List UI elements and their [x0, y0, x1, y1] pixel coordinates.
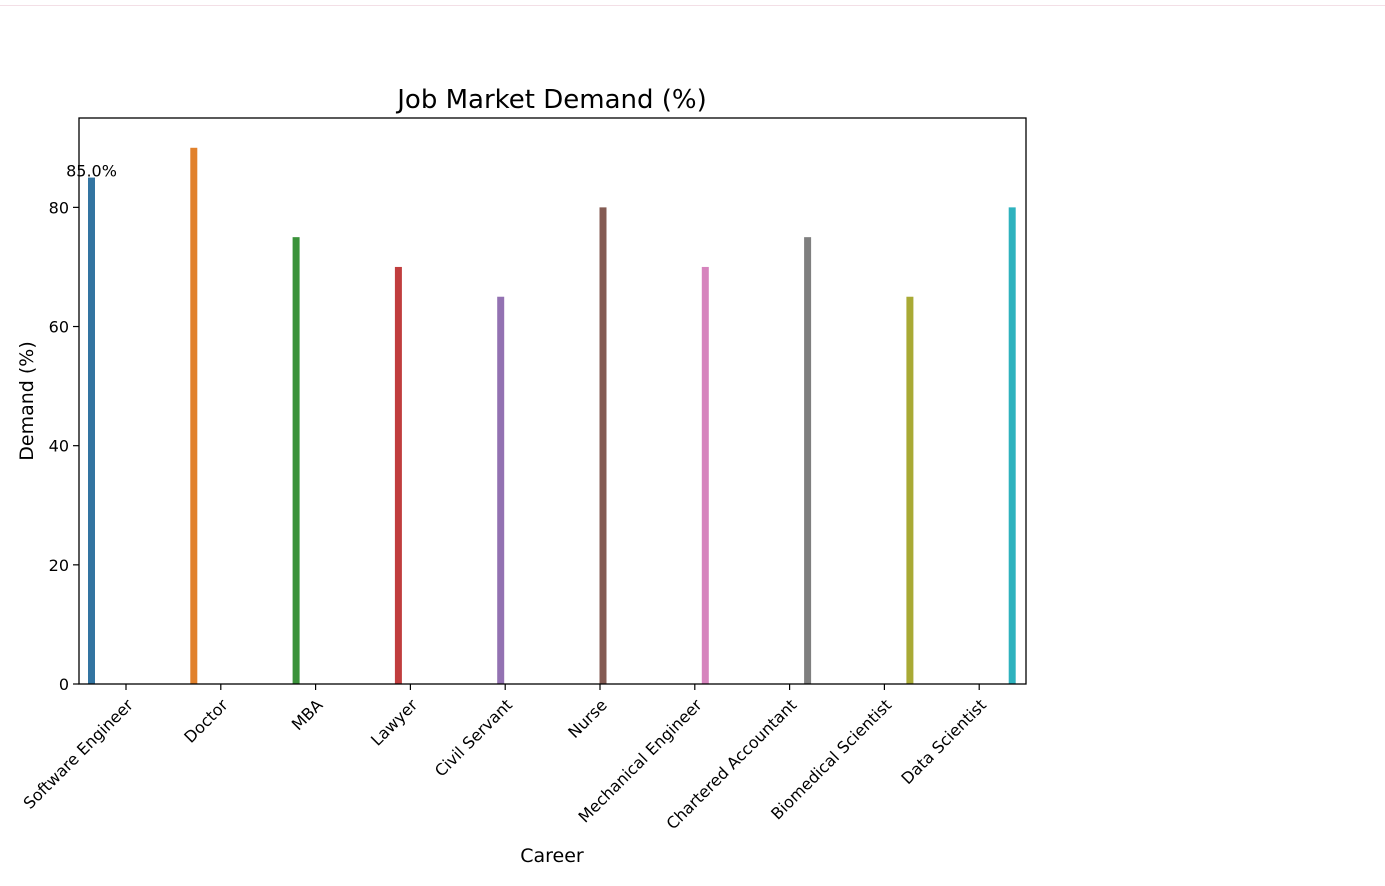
- bar: [497, 296, 505, 684]
- top-border: [0, 0, 1385, 6]
- bar: [701, 266, 709, 684]
- y-tick-label: 20: [49, 556, 69, 575]
- x-tick-label: Nurse: [564, 695, 611, 742]
- plot-frame: [78, 117, 1027, 685]
- chart-title: Job Market Demand (%): [395, 85, 707, 115]
- bar: [190, 147, 198, 684]
- bar: [906, 296, 914, 684]
- y-tick-label: 80: [49, 198, 69, 217]
- y-tick-label: 0: [59, 675, 69, 694]
- y-tick-label: 40: [49, 437, 69, 456]
- x-axis-label: Career: [520, 845, 584, 867]
- bar: [804, 237, 812, 684]
- bar: [1008, 207, 1016, 685]
- bar: [599, 207, 607, 685]
- bar: [292, 237, 300, 684]
- annotations-group: 85.0%: [66, 162, 117, 181]
- bars-group: [88, 147, 1016, 685]
- x-tick-label: Data Scientist: [897, 695, 990, 788]
- bar: [394, 266, 402, 684]
- bar: [88, 177, 95, 684]
- x-tick-label: Civil Servant: [431, 695, 516, 780]
- x-tick-label: Lawyer: [367, 695, 422, 750]
- y-tick-label: 60: [49, 318, 69, 337]
- x-tick-label: Software Engineer: [20, 695, 138, 813]
- x-tick-label: MBA: [288, 695, 327, 734]
- y-axis-label: Demand (%): [16, 341, 38, 461]
- x-axis: Software Engineer Doctor MBA Lawyer Civil Se…: [20, 684, 990, 833]
- x-tick-label: Doctor: [180, 695, 232, 747]
- y-axis: 0 20 40 60 80: [49, 198, 79, 694]
- data-label: 85.0%: [66, 162, 117, 181]
